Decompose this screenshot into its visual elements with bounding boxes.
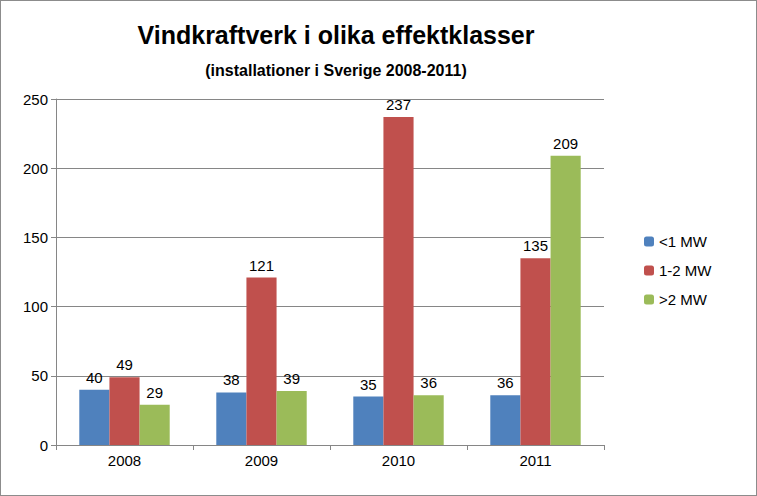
svg-text:35: 35 [360, 376, 377, 393]
svg-text:200: 200 [23, 160, 48, 177]
svg-text:(installationer i Sverige 2008: (installationer i Sverige 2008-2011) [205, 62, 466, 79]
svg-text:121: 121 [249, 257, 274, 274]
svg-text:0: 0 [40, 437, 48, 454]
svg-text:135: 135 [523, 237, 548, 254]
svg-text:2009: 2009 [245, 452, 278, 469]
svg-text:1-2 MW: 1-2 MW [659, 262, 712, 279]
svg-text:50: 50 [31, 367, 48, 384]
svg-text:100: 100 [23, 298, 48, 315]
svg-text:2010: 2010 [382, 452, 415, 469]
svg-text:237: 237 [386, 96, 411, 113]
svg-text:29: 29 [146, 384, 163, 401]
svg-text:38: 38 [223, 371, 240, 388]
svg-text:Vindkraftverk i olika effektkl: Vindkraftverk i olika effektklasser [138, 21, 535, 49]
svg-text:40: 40 [86, 369, 103, 386]
svg-text:36: 36 [420, 374, 437, 391]
svg-text:39: 39 [283, 370, 300, 387]
svg-text:>2 MW: >2 MW [659, 291, 708, 308]
svg-text:2011: 2011 [519, 452, 551, 469]
svg-text:36: 36 [497, 374, 514, 391]
svg-text:<1 MW: <1 MW [659, 233, 708, 250]
svg-text:250: 250 [23, 91, 48, 108]
svg-text:209: 209 [553, 135, 578, 152]
svg-text:49: 49 [116, 356, 133, 373]
svg-text:150: 150 [23, 229, 48, 246]
svg-text:2008: 2008 [108, 452, 141, 469]
